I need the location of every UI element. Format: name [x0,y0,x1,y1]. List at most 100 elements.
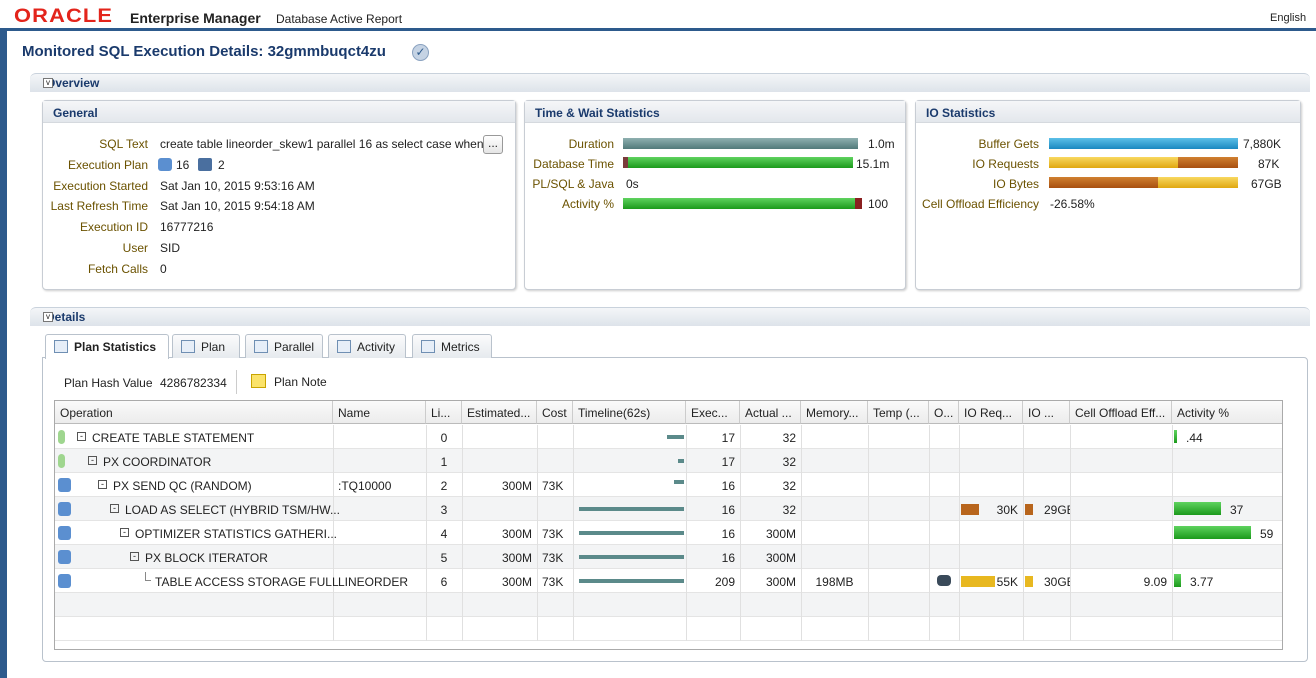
io-bytes-bar [1025,576,1033,587]
col-line [573,569,574,593]
node-icon [58,550,71,564]
collapse-icon[interactable]: v [43,312,53,322]
expander[interactable]: - [120,528,129,537]
more-button[interactable]: ... [483,135,503,154]
cell-value: 73K [542,479,564,493]
cell-value: 16 [721,503,735,517]
column-header[interactable]: Actual ... [740,401,801,424]
column-header[interactable]: Exec... [686,401,740,424]
io-requests-bar [1049,157,1238,168]
tab-label: Plan [201,340,226,354]
col-line [959,449,960,473]
col-line [537,449,538,473]
col-line [426,545,427,569]
col-line [929,569,930,593]
column-header[interactable]: Timeline(62s) [573,401,686,424]
overview-header[interactable]: Overview [30,73,1310,92]
details-header[interactable]: Details [30,307,1310,326]
col-line [1070,497,1071,521]
column-header[interactable]: IO ... [1023,401,1070,424]
col-line [686,521,687,545]
col-line [537,473,538,497]
tab-icon [54,340,68,353]
col-line [462,521,463,545]
operation: PX BLOCK ITERATOR [145,551,268,565]
col-line [801,521,802,545]
column-header[interactable]: Estimated... [462,401,537,424]
tab[interactable]: Activity [328,334,406,358]
col-line [1172,425,1173,449]
column-header[interactable]: O... [929,401,959,424]
column-header[interactable]: Memory... [801,401,868,424]
col-line [929,617,930,641]
col-line [686,545,687,569]
col-line [1023,617,1024,641]
col-line [959,545,960,569]
stat-label: Activity % [561,197,614,211]
stat-value: 7,880K [1243,137,1282,151]
tree-line [145,572,151,581]
col-line [426,473,427,497]
column-header[interactable]: Activity % [1172,401,1282,424]
tab-icon [181,340,195,353]
col-line [929,473,930,497]
expander[interactable]: - [77,432,86,441]
expander[interactable]: - [130,552,139,561]
cell-value: 300M [501,527,532,541]
expander[interactable]: - [110,504,119,513]
col-line [686,593,687,617]
col-line [686,425,687,449]
plan-note[interactable]: Plan Note [274,375,327,389]
expander[interactable]: - [98,480,107,489]
column-header[interactable]: Operation [55,401,333,424]
field-label: User [122,241,148,255]
binoculars-icon [937,575,951,586]
col-line [333,593,334,617]
expander[interactable]: - [88,456,97,465]
tab[interactable]: Parallel [245,334,323,358]
tab-icon [421,340,435,353]
language[interactable]: English [1270,12,1307,24]
tab[interactable]: Plan [172,334,240,358]
cell-value: 2 [440,479,448,493]
col-line [959,617,960,641]
cell-value: LINEORDER [338,575,409,589]
tab[interactable]: Plan Statistics [45,334,169,359]
col-line [537,521,538,545]
node-icon [58,478,71,492]
col-line [1172,449,1173,473]
tab-label: Activity [357,340,396,354]
column-header[interactable]: Cost [537,401,573,424]
collapse-icon[interactable]: v [43,78,53,88]
cell-value: :TQ10000 [338,479,392,493]
col-line [1070,473,1071,497]
cell-value: 300M [765,575,796,589]
timeline-bar [667,435,684,439]
column-header[interactable]: Li... [426,401,462,424]
tab[interactable]: Metrics [412,334,492,358]
io-bytes-bar [1049,177,1238,188]
col-line [868,617,869,641]
column-header[interactable]: IO Req... [959,401,1023,424]
column-header[interactable]: Temp (... [868,401,929,424]
field-label: SQL Text [99,137,148,151]
col-line [537,593,538,617]
col-line [1172,497,1173,521]
plan-icon [158,157,172,171]
column-header[interactable]: Name [333,401,426,424]
overview-label: Overview [46,76,100,90]
cell-value: 73K [542,575,564,589]
col-line [740,449,741,473]
col-line [868,497,869,521]
col-line [1172,473,1173,497]
col-line [426,425,427,449]
col-line [868,425,869,449]
stat-value: 67GB [1251,177,1282,191]
column-header[interactable]: Cell Offload Eff... [1070,401,1172,424]
col-line [1172,569,1173,593]
stat-value: 0s [626,177,639,191]
brand: ORACLE [14,6,114,27]
tab-label: Plan Statistics [74,340,157,354]
field-value: SID [160,241,181,255]
col-line [333,545,334,569]
